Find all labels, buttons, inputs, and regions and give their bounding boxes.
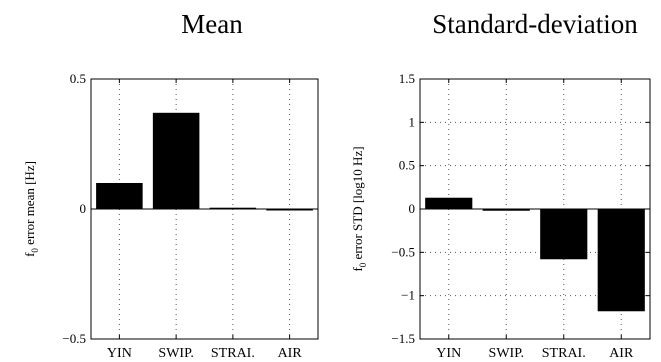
y-tick-label: −1 bbox=[401, 288, 415, 303]
chart-title: Standard-deviation bbox=[432, 9, 638, 39]
x-tick-label: SWIP. bbox=[489, 346, 524, 361]
x-tick-label: YIN bbox=[107, 346, 132, 361]
y-axis-label-text: error mean [Hz] bbox=[22, 161, 37, 248]
y-axis-label-subscript: 0 bbox=[30, 248, 40, 253]
y-tick-label: 0 bbox=[80, 201, 87, 216]
chart-title: Mean bbox=[181, 9, 243, 39]
y-tick-label: 1.5 bbox=[399, 71, 415, 86]
y-tick-label: 1 bbox=[409, 114, 416, 129]
y-axis-label-subscript: 0 bbox=[358, 262, 368, 267]
x-tick-label: STRAI. bbox=[542, 346, 586, 361]
std-panel: Standard-deviation −1.5 −1 −0.5 0 0.5 1 1.5 YIN S… bbox=[350, 9, 651, 361]
x-tick-label: AIR bbox=[609, 346, 634, 361]
y-axis-label: f0 error mean [Hz] bbox=[22, 161, 40, 257]
y-tick-label: −1.5 bbox=[391, 331, 415, 346]
y-tick-label: 0 bbox=[409, 201, 416, 216]
y-axis-label: f0 error STD [log10 Hz] bbox=[350, 146, 368, 271]
y-tick-label: −0.5 bbox=[391, 244, 415, 259]
y-tick-label: −0.5 bbox=[62, 331, 86, 346]
x-tick-label: AIR bbox=[278, 346, 303, 361]
bar-swip bbox=[482, 209, 530, 211]
y-axis-label-f: f bbox=[22, 252, 37, 257]
bar-strai bbox=[209, 207, 257, 210]
bar-yin bbox=[96, 183, 143, 209]
x-tick-label: YIN bbox=[436, 346, 461, 361]
x-tick-label: SWIP. bbox=[158, 346, 193, 361]
y-tick-label: 0.5 bbox=[399, 158, 415, 173]
bar-air bbox=[266, 209, 313, 211]
bar-swip bbox=[152, 112, 200, 209]
y-axis-label-text: error STD [log10 Hz] bbox=[350, 146, 365, 262]
bar-air bbox=[597, 209, 645, 312]
y-axis-label-f: f bbox=[350, 267, 365, 272]
bar-strai bbox=[540, 209, 588, 260]
y-tick-label: 0.5 bbox=[70, 71, 86, 86]
bar-yin bbox=[425, 197, 473, 209]
x-tick-label: STRAI. bbox=[211, 346, 255, 361]
